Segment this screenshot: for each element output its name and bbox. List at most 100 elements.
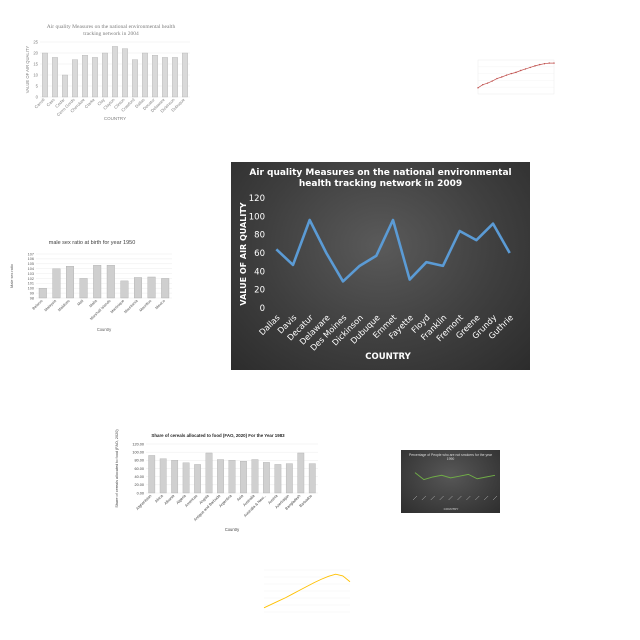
data-point (548, 62, 550, 64)
data-point (515, 71, 517, 74)
x-axis-title: COUNTRY (365, 352, 411, 362)
x-tick-label: Cass (45, 97, 55, 107)
x-tick-label-stub (412, 495, 418, 501)
x-tick-label: Mauritania (123, 298, 139, 314)
bar (171, 460, 179, 494)
chart-title: Percentage of People who are not smokers… (408, 453, 493, 461)
bar (182, 462, 190, 494)
y-tick-label: 80 (254, 231, 265, 241)
data-point (491, 80, 493, 82)
bar (82, 55, 88, 98)
y-tick-label: 25 (33, 39, 38, 44)
data-point (486, 82, 489, 84)
bar (122, 48, 128, 98)
bar (120, 280, 129, 299)
chart-title: male sex ratio at birth for year 1950 (48, 240, 136, 246)
y-tick-label: 100 (249, 212, 265, 222)
y-tick-label: 40.00 (134, 475, 144, 479)
series-line (263, 573, 351, 609)
bar (162, 57, 168, 98)
x-tick-label-stub (466, 495, 471, 501)
x-tick-label: Mali (77, 299, 85, 307)
data-point (534, 65, 536, 67)
x-axis-title: COUNTRY (444, 507, 459, 511)
line-chart (263, 569, 351, 613)
bar (92, 57, 98, 98)
y-tick-label: 20.00 (134, 483, 144, 487)
bar (228, 460, 236, 494)
series-line (275, 218, 511, 283)
thumb-chart-sex-ratio-1950: male sex ratio at birth for year 1950 98… (8, 236, 176, 336)
thumb-chart-orange-line (254, 560, 354, 622)
bar (72, 59, 78, 98)
bar (147, 276, 156, 299)
bar (194, 464, 201, 494)
thumb-chart-non-smokers-1990: Percentage of People who are not smokers… (401, 450, 500, 513)
data-point (529, 66, 531, 69)
x-tick-label: Asia (236, 493, 245, 502)
bar (38, 288, 47, 299)
y-tick-label: 15 (33, 61, 38, 66)
y-tick-label: 0 (260, 304, 265, 314)
bar (161, 278, 170, 299)
data-point (543, 63, 546, 65)
y-axis-title: Share of cereals allocated to food (FAO,… (115, 429, 119, 508)
bar (240, 461, 247, 494)
x-tick-label-stub (421, 495, 427, 501)
x-tick-label: Angola (199, 493, 211, 505)
bar (152, 55, 158, 98)
x-tick-label: Barbados (299, 494, 313, 508)
bar (263, 462, 270, 494)
bar (52, 268, 61, 299)
y-tick-label: 80.00 (134, 459, 144, 463)
y-tick-label: 10 (33, 72, 38, 77)
y-tick-label: 101 (28, 282, 34, 286)
x-tick-label: Austria (267, 493, 279, 505)
y-tick-label: 20 (33, 50, 38, 55)
thumb-chart-cereals-1983: Share of cereals allocated to food (FAO,… (112, 428, 324, 536)
y-tick-label: 0.00 (137, 491, 144, 495)
x-tick-label-stub (492, 495, 498, 501)
chart-title: Air quality Measures on the national env… (249, 168, 512, 189)
series-line (414, 472, 496, 481)
data-point (496, 77, 498, 80)
data-point (553, 62, 555, 64)
y-tick-label: 105 (28, 262, 34, 266)
bar (66, 266, 74, 299)
y-tick-label: 102 (28, 277, 34, 281)
bar (134, 277, 142, 299)
y-tick-label: 106 (28, 257, 34, 261)
line-chart: COUNTRY (412, 472, 498, 511)
data-point (520, 69, 522, 72)
x-tick-label: Americas (184, 494, 198, 508)
y-tick-label: 104 (28, 267, 34, 271)
y-axis-title: VALUE OF AIR QUALITY (239, 202, 248, 305)
x-tick-label: Malaysia (44, 298, 58, 312)
line-chart: 020406080100120DallasDavisDecaturDelawar… (239, 194, 515, 362)
x-tick-label: Afghanistan (135, 494, 152, 511)
bar (182, 52, 188, 98)
x-tick-label: Malta (89, 298, 99, 308)
thumb-chart-air-quality-2004: Air quality Measures on the national env… (22, 22, 200, 128)
line-chart (477, 59, 555, 95)
x-tick-label-stub (430, 495, 435, 501)
bar (285, 463, 293, 494)
y-tick-label: 20 (254, 286, 265, 296)
x-tick-label-stub (475, 495, 480, 501)
y-tick-label: 100 (28, 287, 34, 291)
y-tick-label: 40 (254, 267, 265, 277)
bar (102, 52, 108, 98)
x-tick-label-stub (439, 495, 444, 501)
bar (93, 265, 102, 299)
thumb-chart-trend-line (470, 52, 558, 104)
data-point (501, 76, 503, 78)
data-point (482, 84, 484, 86)
data-point (505, 74, 508, 76)
x-tick-label-stub (457, 495, 462, 501)
x-tick-label: Argentina (218, 493, 233, 508)
x-tick-label: Albania (164, 493, 176, 505)
y-tick-label: 99 (30, 291, 34, 295)
bar (42, 52, 48, 98)
